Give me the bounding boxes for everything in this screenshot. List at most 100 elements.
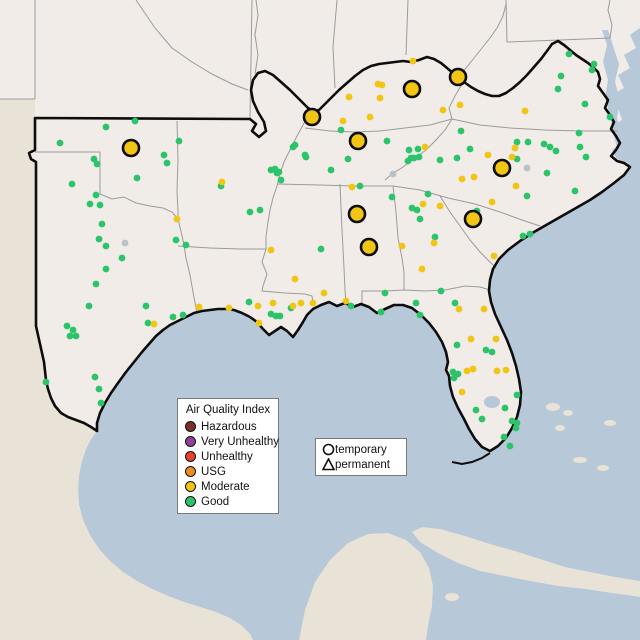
monitor-dot-good[interactable] bbox=[356, 182, 364, 190]
monitor-dot-good[interactable] bbox=[160, 151, 168, 159]
monitor-dot-moderate[interactable] bbox=[376, 94, 384, 102]
monitor-dot-moderate[interactable] bbox=[348, 183, 356, 191]
monitor-dot-good[interactable] bbox=[289, 143, 297, 151]
monitor-dot-good[interactable] bbox=[98, 220, 106, 228]
monitor-dot-good[interactable] bbox=[182, 241, 190, 249]
monitor-dot-good[interactable] bbox=[488, 348, 496, 356]
monitor-dot-good[interactable] bbox=[337, 126, 345, 134]
monitor-dot-good[interactable] bbox=[590, 60, 598, 68]
monitor-dot-good[interactable] bbox=[472, 406, 480, 414]
monitor-dot-moderate[interactable] bbox=[366, 113, 374, 121]
monitor-dot-moderate[interactable] bbox=[398, 242, 406, 250]
monitor-dot-good[interactable] bbox=[277, 176, 285, 184]
monitor-dot-good[interactable] bbox=[90, 155, 98, 163]
monitor-dot-moderate[interactable] bbox=[291, 275, 299, 283]
monitor-dot-good[interactable] bbox=[327, 166, 335, 174]
monitor-dot-nodata[interactable] bbox=[121, 239, 129, 247]
monitor-dot-moderate[interactable] bbox=[267, 246, 275, 254]
monitor-dot-good[interactable] bbox=[513, 138, 521, 146]
monitor-dot-good[interactable] bbox=[540, 140, 548, 148]
monitor-dot-good[interactable] bbox=[457, 127, 465, 135]
monitor-dot-good[interactable] bbox=[93, 160, 101, 168]
monitor-dot-moderate[interactable] bbox=[463, 367, 471, 375]
monitor-dot-good[interactable] bbox=[102, 265, 110, 273]
monitor-dot-good[interactable] bbox=[91, 373, 99, 381]
monitor-dot-good[interactable] bbox=[102, 123, 110, 131]
monitor-dot-moderate[interactable] bbox=[269, 299, 277, 307]
monitor-dot-good[interactable] bbox=[72, 332, 80, 340]
monitor-dot-good[interactable] bbox=[144, 319, 152, 327]
monitor-dot-moderate[interactable] bbox=[458, 388, 466, 396]
monitor-dot-moderate[interactable] bbox=[309, 299, 317, 307]
temporary-monitor-circle[interactable] bbox=[348, 131, 368, 151]
monitor-dot-good[interactable] bbox=[92, 280, 100, 288]
monitor-dot-moderate[interactable] bbox=[320, 289, 328, 297]
monitor-dot-good[interactable] bbox=[414, 145, 422, 153]
monitor-dot-good[interactable] bbox=[97, 399, 105, 407]
monitor-dot-moderate[interactable] bbox=[418, 265, 426, 273]
monitor-dot-good[interactable] bbox=[95, 385, 103, 393]
monitor-dot-good[interactable] bbox=[131, 117, 139, 125]
monitor-dot-good[interactable] bbox=[69, 326, 77, 334]
monitor-dot-good[interactable] bbox=[347, 302, 355, 310]
monitor-dot-good[interactable] bbox=[501, 404, 509, 412]
monitor-dot-good[interactable] bbox=[275, 168, 283, 176]
monitor-dot-moderate[interactable] bbox=[173, 215, 181, 223]
monitor-dot-moderate[interactable] bbox=[508, 153, 516, 161]
monitor-dot-good[interactable] bbox=[581, 100, 589, 108]
monitor-dot-good[interactable] bbox=[575, 129, 583, 137]
monitor-dot-good[interactable] bbox=[175, 137, 183, 145]
monitor-dot-good[interactable] bbox=[56, 139, 64, 147]
monitor-dot-good[interactable] bbox=[552, 147, 560, 155]
monitor-dot-moderate[interactable] bbox=[512, 182, 520, 190]
monitor-dot-moderate[interactable] bbox=[488, 198, 496, 206]
monitor-dot-nodata[interactable] bbox=[389, 170, 397, 178]
monitor-dot-moderate[interactable] bbox=[469, 365, 477, 373]
monitor-dot-moderate[interactable] bbox=[521, 107, 529, 115]
monitor-dot-moderate[interactable] bbox=[458, 175, 466, 183]
monitor-dot-good[interactable] bbox=[478, 415, 486, 423]
monitor-dot-good[interactable] bbox=[381, 289, 389, 297]
monitor-dot-moderate[interactable] bbox=[456, 101, 464, 109]
monitor-dot-good[interactable] bbox=[466, 145, 474, 153]
monitor-dot-good[interactable] bbox=[431, 233, 439, 241]
monitor-dot-good[interactable] bbox=[437, 287, 445, 295]
monitor-dot-good[interactable] bbox=[68, 180, 76, 188]
monitor-dot-good[interactable] bbox=[92, 191, 100, 199]
monitor-dot-moderate[interactable] bbox=[502, 366, 510, 374]
monitor-dot-moderate[interactable] bbox=[409, 57, 417, 65]
monitor-dot-moderate[interactable] bbox=[490, 252, 498, 260]
monitor-dot-good[interactable] bbox=[451, 299, 459, 307]
monitor-dot-good[interactable] bbox=[118, 254, 126, 262]
monitor-dot-moderate[interactable] bbox=[511, 144, 519, 152]
monitor-dot-moderate[interactable] bbox=[484, 151, 492, 159]
temporary-monitor-circle[interactable] bbox=[302, 107, 322, 127]
monitor-dot-good[interactable] bbox=[142, 302, 150, 310]
monitor-dot-good[interactable] bbox=[424, 190, 432, 198]
monitor-dot-good[interactable] bbox=[246, 208, 254, 216]
monitor-dot-good[interactable] bbox=[546, 143, 554, 151]
monitor-dot-moderate[interactable] bbox=[439, 106, 447, 114]
monitor-dot-good[interactable] bbox=[179, 311, 187, 319]
monitor-dot-good[interactable] bbox=[133, 174, 141, 182]
monitor-dot-good[interactable] bbox=[416, 311, 424, 319]
temporary-monitor-circle[interactable] bbox=[121, 138, 141, 158]
temporary-monitor-circle[interactable] bbox=[492, 158, 512, 178]
monitor-dot-good[interactable] bbox=[436, 156, 444, 164]
monitor-dot-good[interactable] bbox=[416, 215, 424, 223]
monitor-dot-good[interactable] bbox=[513, 391, 521, 399]
monitor-dot-good[interactable] bbox=[102, 242, 110, 250]
monitor-dot-moderate[interactable] bbox=[254, 302, 262, 310]
monitor-dot-good[interactable] bbox=[450, 374, 458, 382]
monitor-dot-moderate[interactable] bbox=[195, 303, 203, 311]
monitor-dot-good[interactable] bbox=[388, 193, 396, 201]
monitor-dot-good[interactable] bbox=[557, 72, 565, 80]
monitor-dot-moderate[interactable] bbox=[421, 143, 429, 151]
monitor-dot-good[interactable] bbox=[66, 332, 74, 340]
monitor-dot-moderate[interactable] bbox=[492, 335, 500, 343]
monitor-dot-good[interactable] bbox=[565, 50, 573, 58]
monitor-dot-nodata[interactable] bbox=[523, 164, 531, 172]
monitor-dot-moderate[interactable] bbox=[455, 305, 463, 313]
monitor-dot-moderate[interactable] bbox=[339, 117, 347, 125]
monitor-dot-good[interactable] bbox=[383, 137, 391, 145]
